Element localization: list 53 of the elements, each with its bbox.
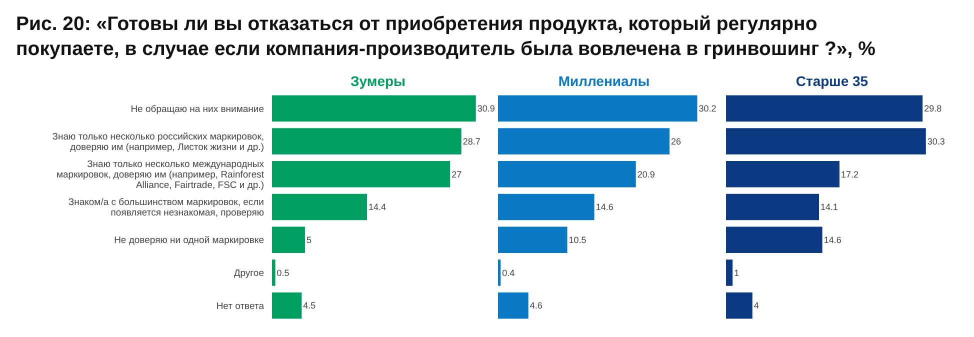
bar	[498, 161, 636, 188]
data-label: 4	[754, 300, 759, 311]
data-label: 14.1	[820, 202, 838, 212]
data-label: 30.2	[698, 104, 716, 114]
y-tick-label: Нет ответа	[216, 300, 265, 312]
data-label: 26	[671, 136, 682, 146]
chart-title: Зумеры	[350, 73, 406, 89]
data-label: 14.4	[368, 202, 386, 212]
bar	[726, 128, 926, 154]
data-label: 4.5	[303, 300, 316, 311]
data-label: 0.5	[276, 268, 290, 278]
chart-title: Старше 35	[796, 73, 868, 89]
bar	[498, 292, 528, 319]
bar	[272, 161, 450, 188]
bar	[498, 128, 670, 154]
data-label: 14.6	[824, 235, 842, 246]
bar	[498, 260, 501, 286]
text: Рис. 20: «Готовы ли вы отказаться от приобретения продукта, который регулярно покупаете, в случае если компания-производитель была вовлечена в гринвошинг ?», %	[16, 13, 876, 60]
data-label: 29.8	[924, 104, 942, 114]
data-label: 5	[306, 235, 312, 246]
bar	[726, 161, 840, 188]
y-tick-label: Не обращаю на них внимание	[130, 104, 264, 115]
data-label: 4.6	[530, 300, 542, 311]
data-label: 17.2	[840, 169, 858, 180]
bar	[498, 194, 594, 220]
bar	[498, 226, 568, 253]
y-tick-label: Другое	[234, 268, 264, 280]
data-label: 30.9	[477, 104, 495, 114]
bar	[726, 260, 733, 286]
bar	[498, 95, 698, 122]
bar	[272, 292, 302, 319]
y-tick-label: Знаю только несколько российских маркировок, доверяю им (например, Листок жизни и др.)	[52, 131, 264, 153]
bar	[726, 194, 820, 220]
bar	[726, 292, 752, 319]
data-label: 1	[734, 268, 740, 278]
data-label: 30.3	[927, 136, 945, 146]
bar	[272, 194, 367, 220]
data-label: 0.4	[502, 268, 515, 278]
data-label: 27	[452, 169, 462, 180]
y-tick-label: Знаю только несколько международных маркировок, доверяю им (например, Rainforest Alliance, Fairtrade, FSC и др.)	[56, 158, 264, 191]
data-label: 20.9	[637, 169, 655, 180]
chart-title: Миллениалы	[558, 73, 650, 89]
bar	[726, 95, 923, 122]
data-label: 10.5	[568, 235, 586, 246]
data-label: 28.7	[462, 136, 480, 146]
bar	[272, 260, 276, 286]
y-tick-label: Знаком/а с большинством маркировок, если появляется незнакомая, проверяю	[68, 197, 264, 219]
bar	[726, 226, 822, 253]
bar	[272, 226, 305, 253]
bar	[272, 128, 462, 154]
data-label: 14.6	[596, 202, 614, 212]
bar	[272, 95, 476, 122]
y-tick-label: Не доверяю ни одной маркировке	[114, 235, 264, 246]
